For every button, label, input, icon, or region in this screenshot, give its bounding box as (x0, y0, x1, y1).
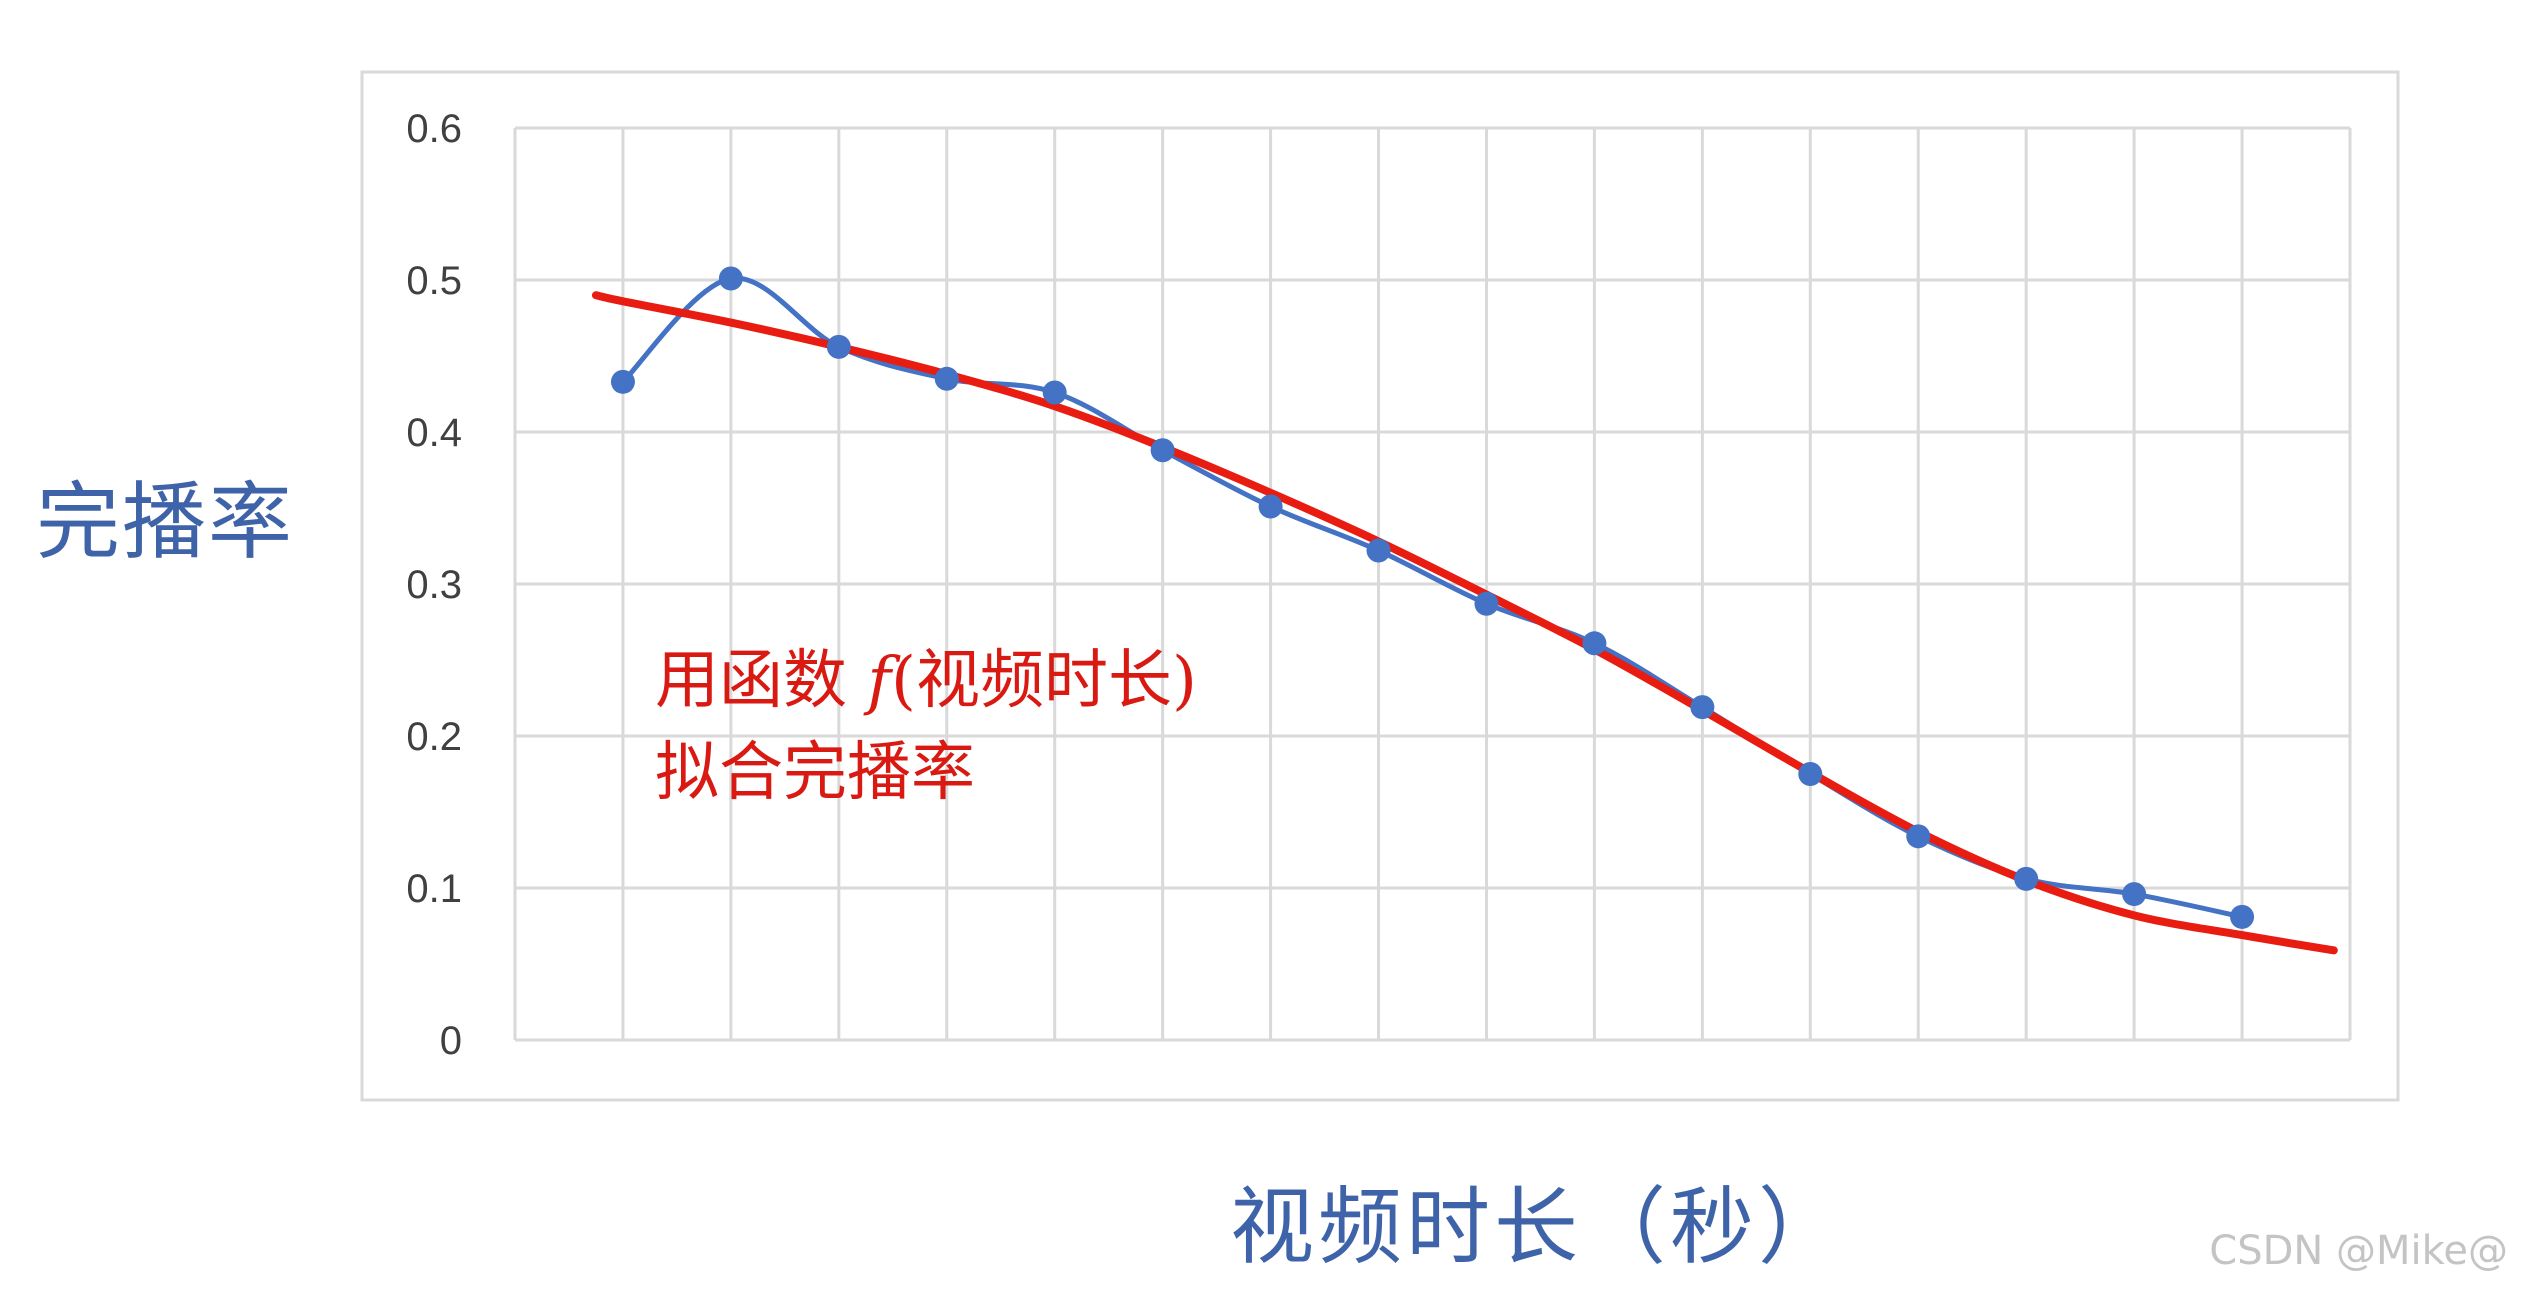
data-point-4 (934, 366, 959, 391)
data-point-15 (2122, 882, 2147, 907)
data-point-16 (2230, 904, 2255, 929)
x-axis-label: 视频时长（秒） (1230, 1178, 1847, 1276)
watermark: CSDN @Mike@ (2209, 1228, 2508, 1274)
data-point-13 (1906, 824, 1931, 849)
y-axis-ticks: 0 0.1 0.2 0.3 0.4 0.5 0.6 (406, 107, 462, 1063)
data-point-5 (1042, 380, 1067, 405)
y-tick-label-4: 0.4 (406, 411, 462, 455)
y-axis-label: 完播率 (36, 473, 295, 571)
data-point-2 (718, 266, 743, 291)
data-point-10 (1582, 631, 1607, 656)
annotation-suffix: (视频时长) (891, 644, 1197, 718)
data-point-1 (610, 369, 635, 394)
data-point-8 (1366, 538, 1391, 563)
data-markers (610, 266, 2255, 929)
fit-annotation: 用函数 f(视频时长) 拟合完播率 (655, 635, 1197, 819)
data-point-14 (2014, 866, 2039, 891)
data-point-7 (1258, 494, 1283, 519)
y-tick-label-6: 0.6 (406, 107, 462, 151)
data-point-11 (1690, 695, 1715, 720)
y-tick-label-1: 0.1 (406, 867, 462, 911)
annotation-line-2: 拟合完播率 (655, 736, 975, 810)
y-tick-label-5: 0.5 (406, 259, 462, 303)
annotation-function: f (867, 644, 892, 718)
data-point-9 (1474, 591, 1499, 616)
data-point-3 (826, 334, 851, 359)
data-point-12 (1798, 762, 1823, 786)
annotation-prefix: 用函数 (655, 644, 868, 718)
y-tick-label-0: 0 (440, 1019, 462, 1063)
annotation-line-1: 用函数 f(视频时长) (655, 635, 1197, 727)
data-point-6 (1150, 438, 1175, 463)
y-tick-label-2: 0.2 (406, 715, 462, 759)
y-tick-label-3: 0.3 (406, 563, 462, 607)
